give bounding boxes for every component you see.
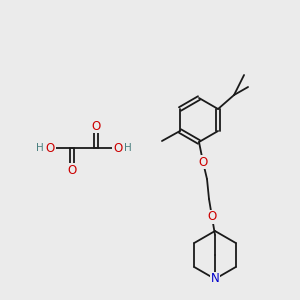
Text: O: O (113, 142, 123, 154)
Text: N: N (211, 272, 219, 286)
Text: O: O (198, 155, 208, 169)
Text: O: O (207, 211, 217, 224)
Text: H: H (124, 143, 132, 153)
Text: O: O (92, 119, 100, 133)
Text: O: O (45, 142, 55, 154)
Text: O: O (68, 164, 76, 176)
Text: H: H (36, 143, 44, 153)
